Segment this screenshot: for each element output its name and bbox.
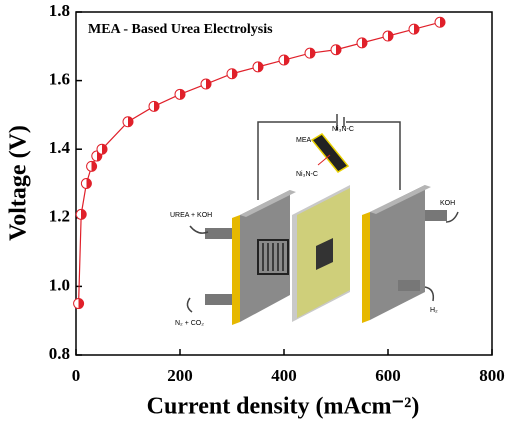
inset-label: N₂ + CO₂ xyxy=(175,320,204,327)
x-tick-label: 400 xyxy=(271,366,297,385)
point xyxy=(73,298,85,310)
x-tick-label: 0 xyxy=(72,366,81,385)
y-tick-label: 1.0 xyxy=(49,275,70,294)
y-tick-label: 0.8 xyxy=(49,344,70,363)
y-tick-label: 1.2 xyxy=(49,207,70,226)
y-tick-label: 1.6 xyxy=(49,70,70,89)
point xyxy=(382,30,394,42)
point xyxy=(174,88,186,100)
point xyxy=(330,44,342,56)
point xyxy=(80,178,92,189)
point xyxy=(200,78,212,90)
y-tick-label: 1.4 xyxy=(49,138,71,157)
point xyxy=(408,23,420,35)
point xyxy=(304,47,316,59)
inset-label: Ni₃N-C xyxy=(296,171,318,178)
point xyxy=(148,100,160,112)
point xyxy=(252,61,264,73)
point xyxy=(96,143,108,155)
inset-label: UREA + KOH xyxy=(170,212,212,219)
x-axis-label: Current density (mAcm⁻²) xyxy=(147,394,420,420)
inset-diagram: MEA Ni₃N-C Ni₃N-C UREA + KOH KOH N₂ + CO… xyxy=(170,114,459,327)
chart-title: MEA - Based Urea Electrolysis xyxy=(88,22,273,37)
x-tick-label: 200 xyxy=(167,366,193,385)
inset-label: H₂ xyxy=(430,307,438,314)
point xyxy=(75,208,87,220)
inset-label: MEA xyxy=(296,137,312,144)
inset-label: KOH xyxy=(440,200,455,207)
point xyxy=(356,37,368,49)
y-tick-label: 1.8 xyxy=(49,1,70,20)
inset-label: Ni₃N-C xyxy=(332,126,354,133)
point xyxy=(278,54,290,66)
point xyxy=(434,16,446,28)
x-tick-label: 600 xyxy=(375,366,401,385)
point xyxy=(122,116,134,128)
point xyxy=(86,160,98,172)
point xyxy=(226,68,238,80)
x-tick-label: 800 xyxy=(479,366,505,385)
y-axis-label: Voltage (V) xyxy=(6,125,32,241)
